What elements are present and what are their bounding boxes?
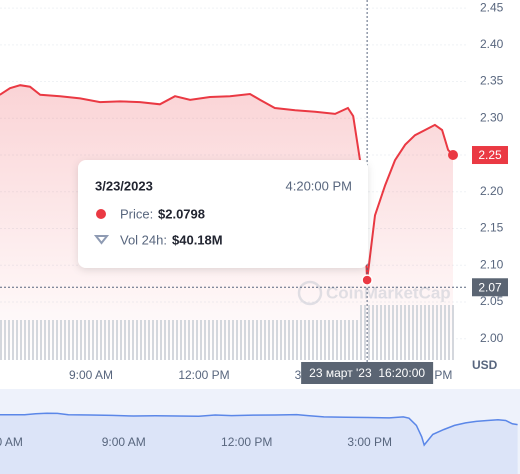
navigator-tick-label: 9:00 AM <box>102 435 146 449</box>
x-tick-label: 9:00 AM <box>69 368 113 382</box>
x-tick-label: 12:00 PM <box>178 368 229 382</box>
navigator-tick-label: 12:00 PM <box>221 435 272 449</box>
watermark-text: CoinMarketCap <box>326 283 451 302</box>
y-tick-label: 2.05 <box>480 294 504 308</box>
crosshair-x-label: 23 март '23 16:20:00 <box>309 366 425 380</box>
tooltip-vol-icon <box>93 235 110 245</box>
y-tick-label: 2.15 <box>480 221 504 235</box>
navigator-tick-label: 3:00 PM <box>347 435 392 449</box>
volume-bars <box>360 305 456 360</box>
y-tick-label: 2.40 <box>480 37 504 51</box>
y-tick-label: 2.30 <box>480 110 504 124</box>
y-tick-label: 2.45 <box>480 0 504 14</box>
y-tick-label: 2.35 <box>480 74 504 88</box>
y-tick-label: 2.00 <box>480 331 504 345</box>
navigator-tick-label: 6:00 AM <box>0 435 23 449</box>
last-price-box <box>472 146 508 165</box>
last-price-dot <box>448 150 459 161</box>
navigator-area <box>0 413 518 474</box>
tooltip-time: 4:20:00 PM <box>286 178 353 193</box>
navigator-bg <box>0 389 520 474</box>
tooltip: 3/23/2023 4:20:00 PM Price: $2.0798 Vol … <box>78 160 368 268</box>
tooltip-price: $2.0798 <box>158 206 205 221</box>
hover-dot <box>361 274 373 286</box>
crosshair-y-label: 2.07 <box>478 280 502 294</box>
tooltip-volume: $40.18M <box>172 232 223 247</box>
tooltip-box <box>78 160 368 268</box>
y-tick-label: 2.20 <box>480 184 504 198</box>
crosshair-x-box <box>301 362 434 384</box>
price-line <box>0 84 454 281</box>
tooltip-date: 3/23/2023 <box>95 178 153 193</box>
tooltip-price-label: Price: <box>120 206 153 221</box>
y-unit: USD <box>472 358 498 372</box>
last-price-label: 2.25 <box>478 148 502 162</box>
navigator-line <box>0 412 518 447</box>
crosshair-y-box <box>472 278 508 297</box>
tooltip-volume-label: Vol 24h: <box>120 232 167 247</box>
watermark: CoinMarketCap <box>297 280 451 306</box>
tooltip-dot <box>96 209 106 219</box>
volume-bars <box>0 320 360 360</box>
y-tick-label: 2.10 <box>480 257 504 271</box>
